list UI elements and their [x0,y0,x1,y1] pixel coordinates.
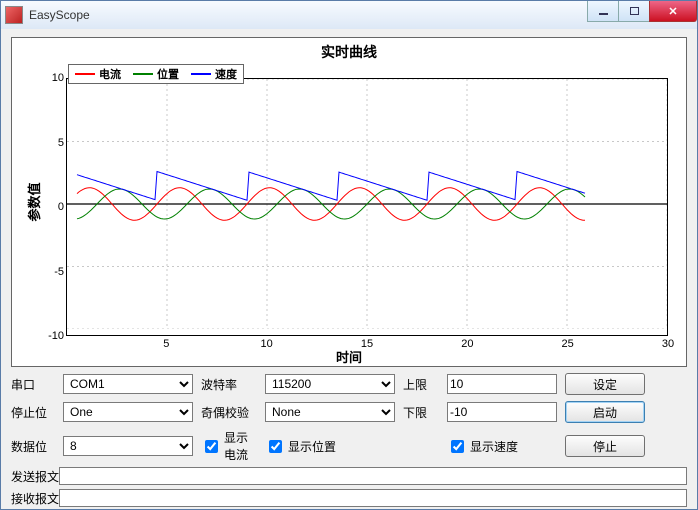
stop-label: 停止位 [11,404,55,421]
legend-position: 位置 [157,66,179,82]
recv-input[interactable] [59,489,687,507]
y-ticks: -10-50510 [42,78,64,336]
baud-select[interactable]: 115200 [265,374,395,394]
x-axis-label: 时间 [12,347,686,366]
databits-label: 数据位 [11,438,55,455]
chart-panel: 实时曲线 电流 位置 速度 参数值 -10-50510 51015202530 … [11,37,687,367]
parity-label: 奇偶校验 [201,404,257,421]
lower-input[interactable] [447,402,557,422]
app-icon [5,6,23,24]
show-speed-checkbox[interactable]: 显示速度 [447,437,557,456]
settings-form: 串口 COM1 波特率 115200 上限 设定 停止位 One 奇偶校验 No… [11,373,687,463]
stopbits-select[interactable]: One [63,402,193,422]
maximize-button[interactable] [618,1,650,22]
legend-current: 电流 [99,66,121,82]
stop-button[interactable]: 停止 [565,435,645,457]
app-window: EasyScope 实时曲线 电流 位置 速度 参数值 -10-50510 51… [0,0,698,510]
close-button[interactable] [649,1,697,22]
upper-label: 上限 [403,376,439,393]
titlebar[interactable]: EasyScope [1,1,697,30]
show-position-checkbox[interactable]: 显示位置 [265,437,395,456]
baud-label: 波特率 [201,376,257,393]
port-select[interactable]: COM1 [63,374,193,394]
databits-select[interactable]: 8 [63,436,193,456]
send-label: 发送报文 [11,468,59,485]
send-input[interactable] [59,467,687,485]
set-button[interactable]: 设定 [565,373,645,395]
show-current-checkbox[interactable]: 显示电流 [201,429,257,463]
start-button[interactable]: 启动 [565,401,645,423]
chart-title: 实时曲线 [12,42,686,62]
chart-legend: 电流 位置 速度 [68,64,244,84]
upper-input[interactable] [447,374,557,394]
io-rows: 发送报文 接收报文 [11,467,687,507]
minimize-button[interactable] [587,1,619,22]
recv-label: 接收报文 [11,490,59,507]
legend-speed: 速度 [215,66,237,82]
lower-label: 下限 [403,404,439,421]
port-label: 串口 [11,376,55,393]
parity-select[interactable]: None [265,402,395,422]
client-area: 实时曲线 电流 位置 速度 参数值 -10-50510 51015202530 … [1,29,697,509]
plot-area [66,78,668,336]
window-title: EasyScope [29,8,90,22]
